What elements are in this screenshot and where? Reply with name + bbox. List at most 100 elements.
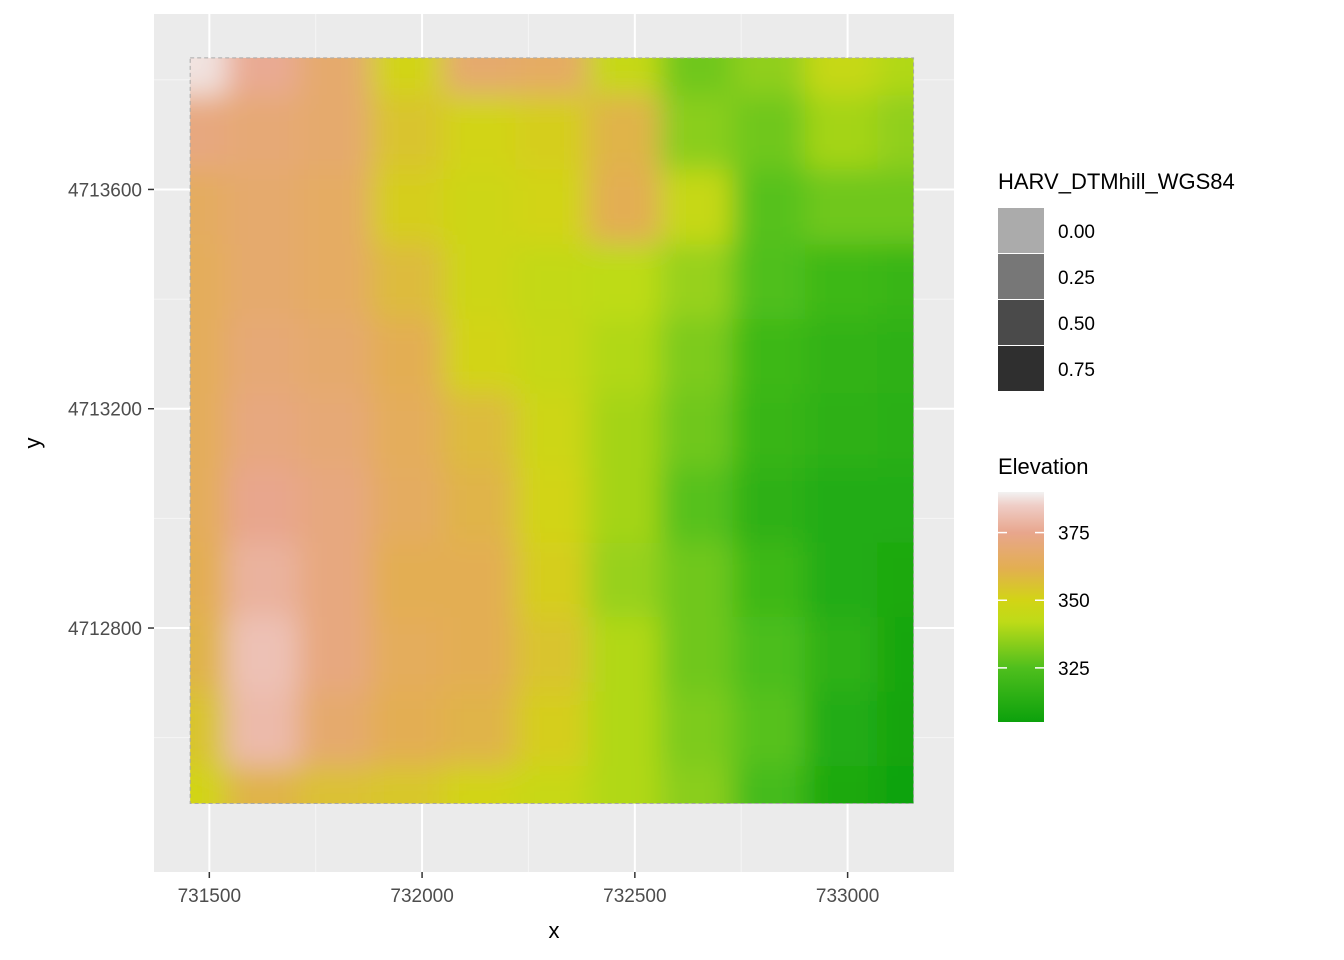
raster-cell — [877, 542, 914, 619]
raster-cell — [371, 542, 445, 619]
legend-hillshade-title: HARV_DTMhill_WGS84 — [998, 169, 1235, 194]
legend-elevation-colorbar — [998, 492, 1044, 722]
raster-cell — [877, 617, 914, 693]
raster-cell — [298, 169, 373, 246]
raster-cell — [805, 169, 879, 246]
raster-layer — [190, 57, 914, 804]
raster-cell — [732, 617, 807, 693]
raster-cell — [226, 169, 300, 246]
raster-cell — [298, 393, 373, 469]
raster-cell — [190, 318, 228, 395]
raster-cell — [443, 95, 517, 171]
raster-cell — [443, 542, 517, 619]
x-tick-label: 733000 — [816, 886, 879, 907]
raster-cell — [515, 244, 590, 320]
raster-cell — [190, 57, 228, 97]
raster-cell — [443, 467, 517, 544]
raster-cell — [877, 393, 914, 469]
legend-elevation: Elevation 375 350 325 — [998, 454, 1090, 722]
raster-cell — [226, 318, 300, 395]
raster-cell — [226, 467, 300, 544]
raster-cell — [190, 691, 228, 768]
raster-cell — [226, 691, 300, 768]
raster-cell — [298, 766, 373, 804]
raster-cell — [732, 691, 807, 768]
raster-cell — [877, 766, 914, 804]
raster-cell — [660, 393, 734, 469]
raster-cell — [226, 57, 300, 97]
y-tick-label: 4713200 — [68, 400, 142, 421]
raster-cell — [588, 95, 662, 171]
x-tick-label: 732000 — [390, 886, 453, 907]
raster-cell — [805, 542, 879, 619]
raster-cell — [226, 95, 300, 171]
raster-cell — [371, 169, 445, 246]
raster-cell — [515, 57, 590, 97]
raster-cell — [588, 542, 662, 619]
raster-cell — [732, 542, 807, 619]
raster-cell — [515, 318, 590, 395]
raster-cell — [515, 617, 590, 693]
raster-cell — [805, 467, 879, 544]
raster-cell — [443, 169, 517, 246]
raster-cell — [443, 393, 517, 469]
raster-cell — [877, 244, 914, 320]
raster-cell — [298, 467, 373, 544]
legend-hillshade: HARV_DTMhill_WGS84 0.00 0.25 0.50 0.75 — [998, 169, 1235, 391]
raster-cell — [732, 393, 807, 469]
raster-cell — [660, 467, 734, 544]
raster-cell — [371, 244, 445, 320]
raster-cell — [877, 95, 914, 171]
raster-cell — [588, 617, 662, 693]
raster-cell — [443, 617, 517, 693]
raster-cell — [732, 766, 807, 804]
raster-cell — [371, 617, 445, 693]
raster-cell — [588, 244, 662, 320]
raster-cell — [588, 691, 662, 768]
raster-cell — [226, 393, 300, 469]
raster-cell — [226, 244, 300, 320]
raster-cell — [588, 467, 662, 544]
raster-cell — [732, 169, 807, 246]
raster-cell — [190, 542, 228, 619]
raster-cell — [515, 467, 590, 544]
raster-cell — [877, 467, 914, 544]
raster-cell — [371, 57, 445, 97]
raster-cell — [660, 617, 734, 693]
raster-cell — [371, 95, 445, 171]
raster-cell — [190, 766, 228, 804]
raster-cell — [588, 766, 662, 804]
raster-cell — [588, 318, 662, 395]
raster-cell — [877, 318, 914, 395]
raster-cell — [515, 542, 590, 619]
y-tick-label: 4713600 — [68, 180, 142, 201]
raster-cell — [298, 57, 373, 97]
raster-cell — [732, 244, 807, 320]
raster-cell — [190, 169, 228, 246]
legend-hillshade-key — [998, 254, 1044, 299]
raster-cell — [443, 244, 517, 320]
raster-cell — [588, 169, 662, 246]
raster-cell — [660, 318, 734, 395]
raster-cell — [371, 691, 445, 768]
x-tick-label: 731500 — [178, 886, 241, 907]
legend-elevation-title: Elevation — [998, 454, 1089, 479]
legend-hillshade-label: 0.75 — [1058, 360, 1095, 381]
legend-hillshade-label: 0.25 — [1058, 268, 1095, 289]
raster-cell — [515, 95, 590, 171]
raster-cell — [805, 244, 879, 320]
raster-cell — [660, 57, 734, 97]
y-tick-label: 4712800 — [68, 619, 142, 640]
legend-hillshade-key — [998, 346, 1044, 391]
y-axis: 4712800 4713200 4713600 — [68, 180, 154, 640]
raster-cell — [190, 95, 228, 171]
raster-cell — [298, 244, 373, 320]
x-axis-title: x — [549, 918, 560, 943]
legend-hillshade-label: 0.00 — [1058, 222, 1095, 243]
raster-cell — [660, 169, 734, 246]
raster-cell — [805, 57, 879, 97]
raster-cell — [805, 766, 879, 804]
raster-cell — [190, 393, 228, 469]
raster-cell — [660, 766, 734, 804]
raster-cell — [190, 244, 228, 320]
